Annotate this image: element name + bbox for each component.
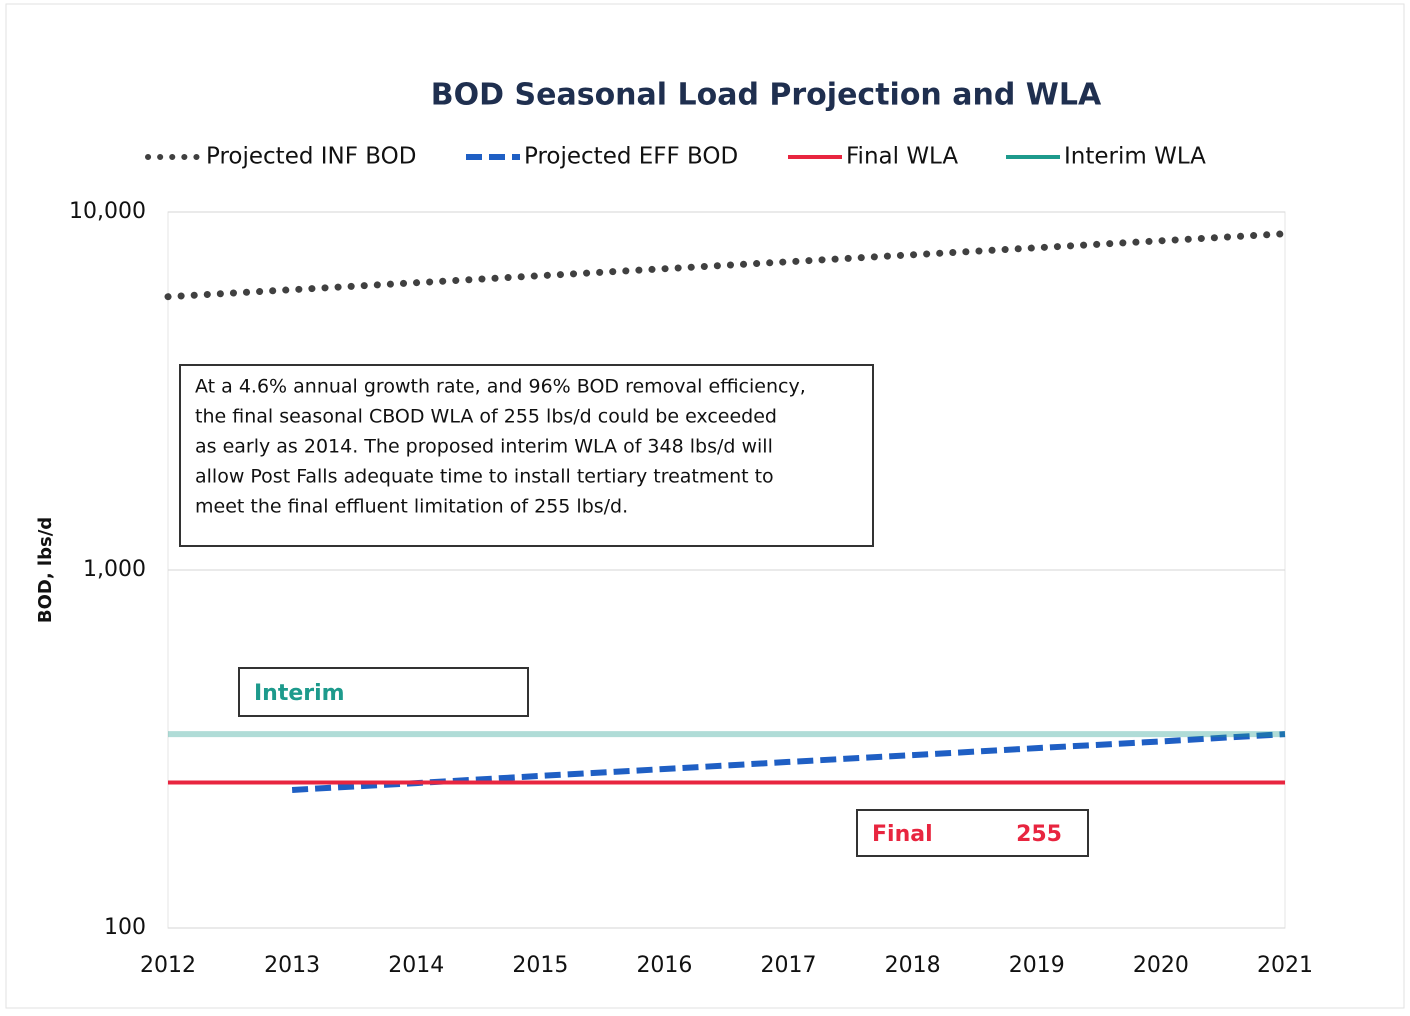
x-tick-label: 2012	[140, 953, 196, 978]
final-label: Final	[872, 822, 933, 847]
x-tick-label: 2020	[1133, 953, 1189, 978]
legend-label: Projected EFF BOD	[524, 144, 738, 170]
x-tick-label: 2013	[264, 953, 320, 978]
legend-label: Final WLA	[846, 144, 958, 170]
final-label-box	[856, 809, 1089, 857]
chart-border	[5, 3, 1405, 1009]
chart-title: BOD Seasonal Load Projection and WLA	[431, 78, 1102, 113]
series-line	[164, 230, 1289, 301]
x-tick-label: 2018	[885, 953, 941, 978]
annotation-text: allow Post Falls adequate time to instal…	[195, 466, 774, 488]
annotation-text: meet the final effluent limitation of 25…	[195, 496, 628, 518]
final-value-label: 255	[1016, 822, 1062, 847]
annotation-box	[179, 364, 874, 547]
annotation-text: At a 4.6% annual growth rate, and 96% BO…	[195, 376, 806, 398]
x-tick-label: 2019	[1009, 953, 1065, 978]
y-tick-label: 10,000	[69, 199, 146, 224]
interim-label-box	[238, 667, 529, 717]
annotation-text: as early as 2014. The proposed interim W…	[195, 436, 773, 458]
legend-label: Projected INF BOD	[206, 144, 416, 170]
y-tick-label: 100	[104, 915, 146, 940]
y-tick-label: 1,000	[83, 557, 146, 582]
y-axis-label: BOD, lbs/d	[35, 517, 56, 623]
x-tick-label: 2015	[512, 953, 568, 978]
x-tick-label: 2014	[388, 953, 444, 978]
x-tick-label: 2016	[636, 953, 692, 978]
annotation-text: the final seasonal CBOD WLA of 255 lbs/d…	[195, 406, 777, 428]
interim-label: Interim	[254, 681, 345, 706]
x-tick-label: 2021	[1257, 953, 1313, 978]
plot-area	[164, 211, 1289, 929]
legend-label: Interim WLA	[1064, 144, 1206, 170]
x-tick-label: 2017	[761, 953, 817, 978]
